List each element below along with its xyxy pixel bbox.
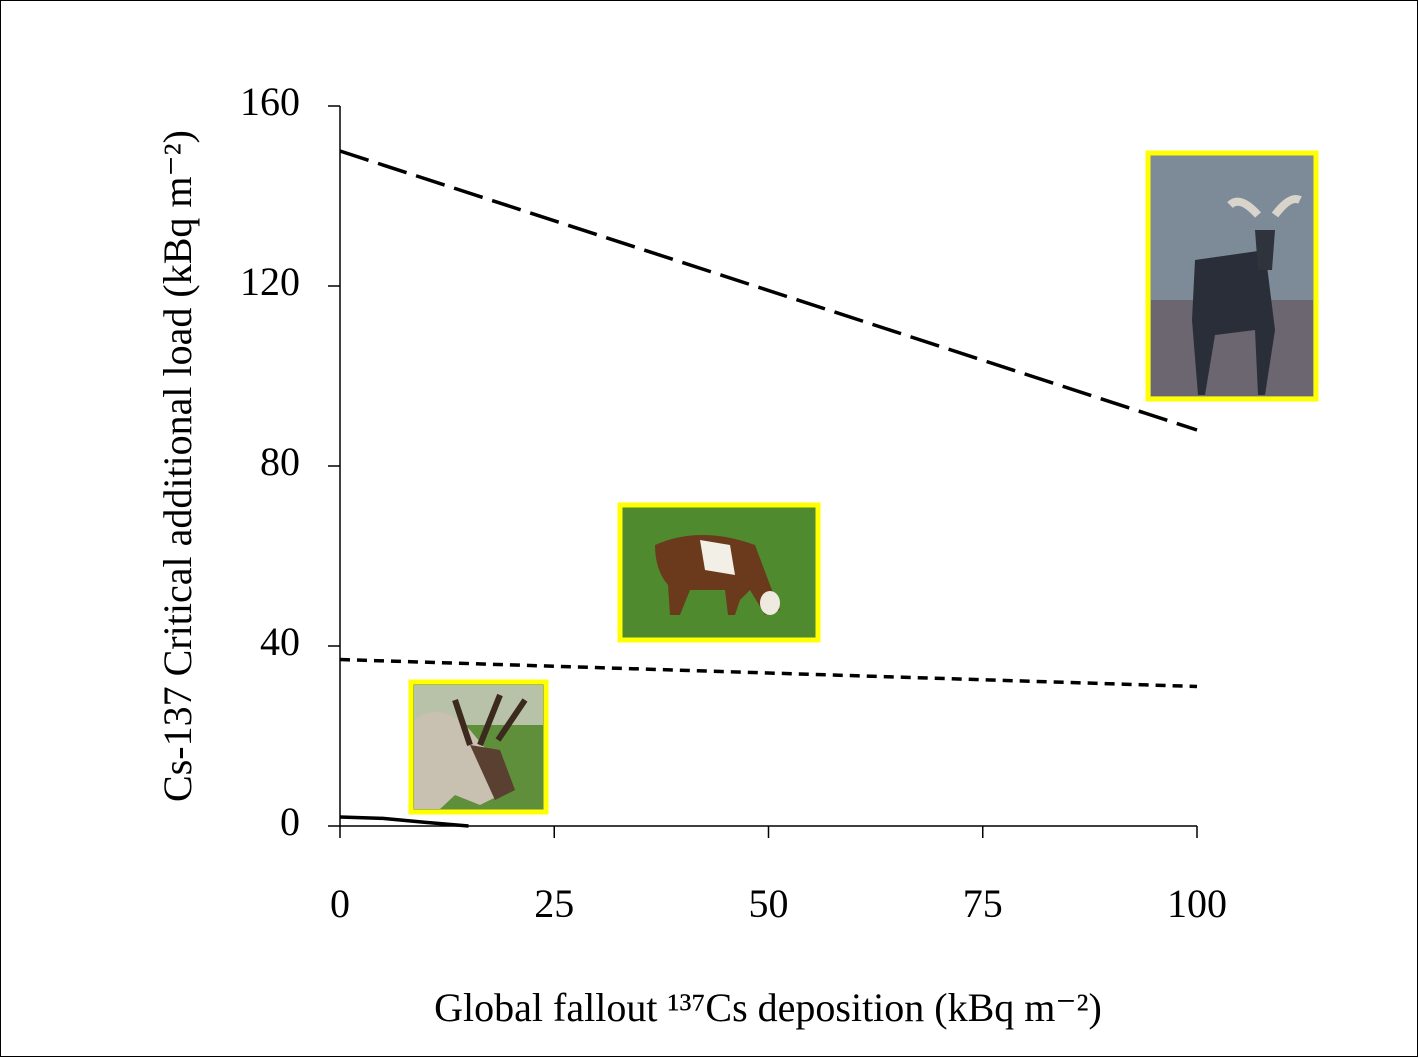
y-tick-label: 0 — [280, 799, 300, 844]
x-tick-label: 0 — [330, 881, 350, 926]
x-tick-label: 50 — [749, 881, 789, 926]
x-tick-label: 25 — [534, 881, 574, 926]
x-axis-label: Global fallout ¹³⁷Cs deposition (kBq m⁻²… — [434, 985, 1102, 1030]
chart: 0 40 80 120 160 0 25 50 75 100 Global fallout ¹³⁷… — [0, 0, 1419, 1058]
moose-photo — [1148, 153, 1316, 399]
reindeer-photo — [411, 682, 546, 812]
y-tick-label: 120 — [240, 259, 300, 304]
y-tick-label: 160 — [240, 79, 300, 124]
y-tick-label: 80 — [260, 439, 300, 484]
cow-photo — [620, 505, 818, 640]
y-axis-label: Cs-137 Critical additional load (kBq m⁻²… — [155, 130, 200, 802]
x-tick-label: 100 — [1167, 881, 1227, 926]
x-tick-label: 75 — [963, 881, 1003, 926]
y-tick-label: 40 — [260, 619, 300, 664]
